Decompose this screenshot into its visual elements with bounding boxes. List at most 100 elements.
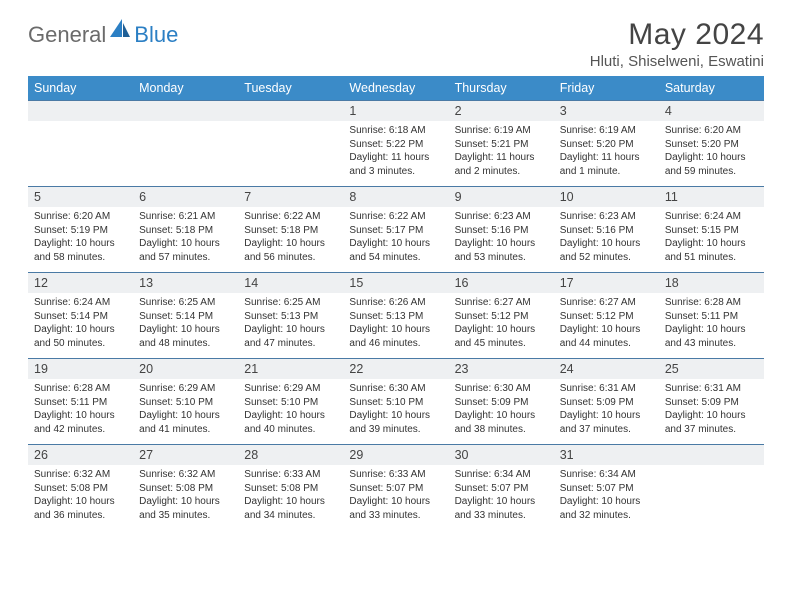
sunrise-text: Sunrise: 6:31 AM (560, 382, 653, 396)
sunset-text: Sunset: 5:09 PM (560, 396, 653, 410)
day-number-cell: 31 (554, 445, 659, 466)
day-number-cell: 18 (659, 273, 764, 294)
sunrise-text: Sunrise: 6:33 AM (244, 468, 337, 482)
day-detail-cell: Sunrise: 6:29 AMSunset: 5:10 PMDaylight:… (238, 379, 343, 445)
sunset-text: Sunset: 5:20 PM (665, 138, 758, 152)
sunset-text: Sunset: 5:09 PM (455, 396, 548, 410)
sunrise-text: Sunrise: 6:28 AM (34, 382, 127, 396)
day-number-cell: 3 (554, 101, 659, 122)
day-number-cell: 1 (343, 101, 448, 122)
weekday-header: Wednesday (343, 76, 448, 101)
daylight-text: Daylight: 10 hours and 51 minutes. (665, 237, 758, 264)
day-detail-row: Sunrise: 6:18 AMSunset: 5:22 PMDaylight:… (28, 121, 764, 187)
sunrise-text: Sunrise: 6:20 AM (665, 124, 758, 138)
header: General Blue May 2024 Hluti, Shiselweni,… (28, 18, 764, 70)
sunrise-text: Sunrise: 6:32 AM (34, 468, 127, 482)
sunset-text: Sunset: 5:08 PM (139, 482, 232, 496)
sunset-text: Sunset: 5:15 PM (665, 224, 758, 238)
daylight-text: Daylight: 10 hours and 42 minutes. (34, 409, 127, 436)
day-detail-cell: Sunrise: 6:21 AMSunset: 5:18 PMDaylight:… (133, 207, 238, 273)
sunrise-text: Sunrise: 6:23 AM (560, 210, 653, 224)
sunrise-text: Sunrise: 6:27 AM (455, 296, 548, 310)
day-detail-cell: Sunrise: 6:25 AMSunset: 5:14 PMDaylight:… (133, 293, 238, 359)
sunrise-text: Sunrise: 6:19 AM (455, 124, 548, 138)
day-number-cell: 15 (343, 273, 448, 294)
daylight-text: Daylight: 10 hours and 56 minutes. (244, 237, 337, 264)
day-number-cell: 16 (449, 273, 554, 294)
day-number-cell (133, 101, 238, 122)
day-number-cell: 7 (238, 187, 343, 208)
day-detail-cell: Sunrise: 6:31 AMSunset: 5:09 PMDaylight:… (659, 379, 764, 445)
daylight-text: Daylight: 10 hours and 50 minutes. (34, 323, 127, 350)
weekday-header: Saturday (659, 76, 764, 101)
brand-logo: General Blue (28, 22, 178, 48)
sunrise-text: Sunrise: 6:33 AM (349, 468, 442, 482)
day-detail-cell (28, 121, 133, 187)
day-detail-cell: Sunrise: 6:34 AMSunset: 5:07 PMDaylight:… (554, 465, 659, 530)
day-detail-cell: Sunrise: 6:34 AMSunset: 5:07 PMDaylight:… (449, 465, 554, 530)
day-detail-cell: Sunrise: 6:28 AMSunset: 5:11 PMDaylight:… (28, 379, 133, 445)
sunset-text: Sunset: 5:21 PM (455, 138, 548, 152)
daylight-text: Daylight: 10 hours and 46 minutes. (349, 323, 442, 350)
daylight-text: Daylight: 10 hours and 48 minutes. (139, 323, 232, 350)
sunrise-text: Sunrise: 6:34 AM (455, 468, 548, 482)
day-detail-cell (133, 121, 238, 187)
day-detail-cell: Sunrise: 6:18 AMSunset: 5:22 PMDaylight:… (343, 121, 448, 187)
day-number-cell: 5 (28, 187, 133, 208)
sunset-text: Sunset: 5:08 PM (34, 482, 127, 496)
sunrise-text: Sunrise: 6:22 AM (349, 210, 442, 224)
day-number-cell: 29 (343, 445, 448, 466)
sunset-text: Sunset: 5:22 PM (349, 138, 442, 152)
day-detail-cell: Sunrise: 6:32 AMSunset: 5:08 PMDaylight:… (28, 465, 133, 530)
sunset-text: Sunset: 5:11 PM (34, 396, 127, 410)
location-subtitle: Hluti, Shiselweni, Eswatini (590, 53, 764, 70)
day-detail-cell: Sunrise: 6:30 AMSunset: 5:10 PMDaylight:… (343, 379, 448, 445)
day-detail-cell: Sunrise: 6:22 AMSunset: 5:18 PMDaylight:… (238, 207, 343, 273)
daylight-text: Daylight: 10 hours and 36 minutes. (34, 495, 127, 522)
sunset-text: Sunset: 5:19 PM (34, 224, 127, 238)
day-number-cell: 21 (238, 359, 343, 380)
daylight-text: Daylight: 11 hours and 1 minute. (560, 151, 653, 178)
sunrise-text: Sunrise: 6:25 AM (244, 296, 337, 310)
day-number-cell: 9 (449, 187, 554, 208)
sunrise-text: Sunrise: 6:24 AM (34, 296, 127, 310)
sunrise-text: Sunrise: 6:32 AM (139, 468, 232, 482)
sunset-text: Sunset: 5:13 PM (244, 310, 337, 324)
day-detail-cell: Sunrise: 6:20 AMSunset: 5:19 PMDaylight:… (28, 207, 133, 273)
sunrise-text: Sunrise: 6:27 AM (560, 296, 653, 310)
day-detail-cell: Sunrise: 6:25 AMSunset: 5:13 PMDaylight:… (238, 293, 343, 359)
day-detail-cell: Sunrise: 6:19 AMSunset: 5:21 PMDaylight:… (449, 121, 554, 187)
day-number-cell: 2 (449, 101, 554, 122)
day-detail-cell: Sunrise: 6:20 AMSunset: 5:20 PMDaylight:… (659, 121, 764, 187)
day-number-row: 12131415161718 (28, 273, 764, 294)
day-detail-row: Sunrise: 6:28 AMSunset: 5:11 PMDaylight:… (28, 379, 764, 445)
daylight-text: Daylight: 10 hours and 39 minutes. (349, 409, 442, 436)
day-detail-cell (238, 121, 343, 187)
sunset-text: Sunset: 5:13 PM (349, 310, 442, 324)
day-number-cell: 28 (238, 445, 343, 466)
day-detail-row: Sunrise: 6:24 AMSunset: 5:14 PMDaylight:… (28, 293, 764, 359)
daylight-text: Daylight: 10 hours and 38 minutes. (455, 409, 548, 436)
day-number-cell: 11 (659, 187, 764, 208)
day-detail-cell: Sunrise: 6:27 AMSunset: 5:12 PMDaylight:… (554, 293, 659, 359)
day-number-cell: 23 (449, 359, 554, 380)
sunset-text: Sunset: 5:08 PM (244, 482, 337, 496)
sunset-text: Sunset: 5:16 PM (455, 224, 548, 238)
sunset-text: Sunset: 5:18 PM (139, 224, 232, 238)
day-number-cell: 24 (554, 359, 659, 380)
sunrise-text: Sunrise: 6:24 AM (665, 210, 758, 224)
weekday-header: Tuesday (238, 76, 343, 101)
title-block: May 2024 Hluti, Shiselweni, Eswatini (590, 18, 764, 70)
sunrise-text: Sunrise: 6:29 AM (139, 382, 232, 396)
day-detail-cell (659, 465, 764, 530)
brand-sail-icon (110, 19, 130, 37)
day-detail-cell: Sunrise: 6:33 AMSunset: 5:08 PMDaylight:… (238, 465, 343, 530)
day-detail-cell: Sunrise: 6:24 AMSunset: 5:15 PMDaylight:… (659, 207, 764, 273)
sunset-text: Sunset: 5:10 PM (349, 396, 442, 410)
day-detail-cell: Sunrise: 6:32 AMSunset: 5:08 PMDaylight:… (133, 465, 238, 530)
daylight-text: Daylight: 10 hours and 54 minutes. (349, 237, 442, 264)
daylight-text: Daylight: 10 hours and 35 minutes. (139, 495, 232, 522)
sunset-text: Sunset: 5:12 PM (455, 310, 548, 324)
weekday-header: Sunday (28, 76, 133, 101)
day-number-cell: 4 (659, 101, 764, 122)
